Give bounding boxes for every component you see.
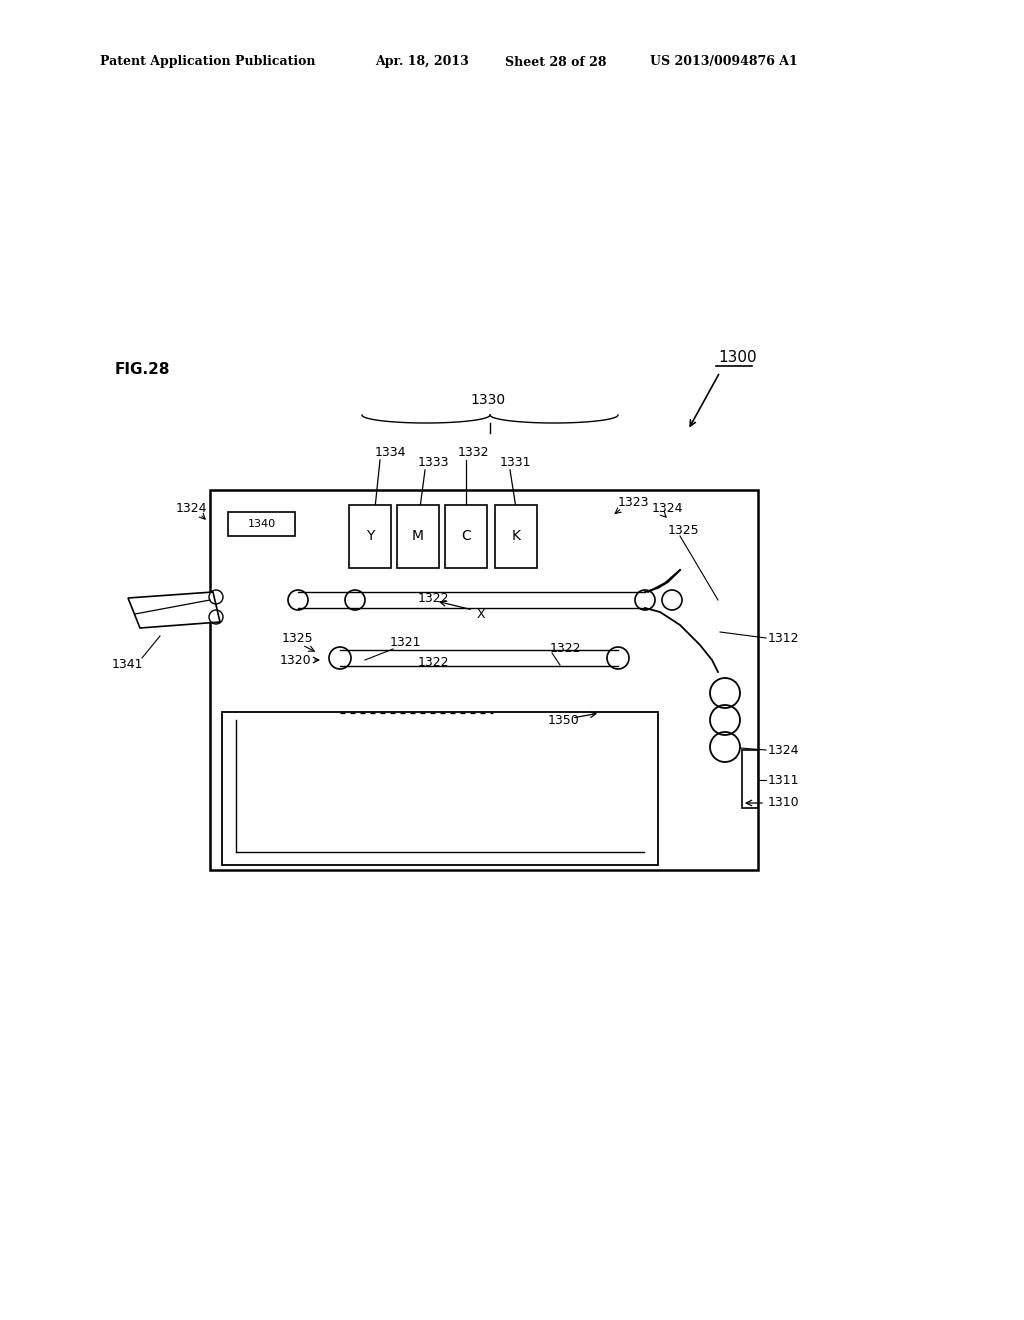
Text: 1322: 1322 bbox=[418, 656, 450, 668]
Bar bbox=[222, 711, 658, 865]
Text: 1311: 1311 bbox=[768, 774, 800, 787]
Text: K: K bbox=[512, 529, 520, 544]
Text: Apr. 18, 2013: Apr. 18, 2013 bbox=[375, 55, 469, 69]
Text: 1350: 1350 bbox=[548, 714, 580, 726]
Text: US 2013/0094876 A1: US 2013/0094876 A1 bbox=[650, 55, 798, 69]
Text: 1300: 1300 bbox=[718, 351, 757, 366]
Text: 1324: 1324 bbox=[652, 502, 683, 515]
Text: 1322: 1322 bbox=[418, 591, 450, 605]
Bar bbox=[445, 506, 487, 568]
Text: 1340: 1340 bbox=[248, 519, 275, 529]
Bar bbox=[349, 506, 391, 568]
Bar bbox=[228, 512, 295, 536]
Text: 1325: 1325 bbox=[668, 524, 699, 536]
Text: 1330: 1330 bbox=[470, 393, 506, 407]
Text: 1324: 1324 bbox=[176, 502, 208, 515]
Text: 1334: 1334 bbox=[375, 446, 407, 459]
Text: 1325: 1325 bbox=[282, 631, 313, 644]
Text: 1341: 1341 bbox=[112, 659, 143, 672]
Text: Y: Y bbox=[366, 529, 374, 544]
Text: X: X bbox=[477, 609, 485, 622]
Text: Patent Application Publication: Patent Application Publication bbox=[100, 55, 315, 69]
Text: 1332: 1332 bbox=[458, 446, 489, 459]
Text: 1321: 1321 bbox=[390, 636, 422, 649]
Text: 1312: 1312 bbox=[768, 631, 800, 644]
Bar bbox=[397, 506, 439, 568]
Text: 1324: 1324 bbox=[768, 743, 800, 756]
Bar bbox=[742, 750, 758, 808]
Text: C: C bbox=[461, 529, 471, 544]
Text: 1320: 1320 bbox=[280, 653, 311, 667]
Bar bbox=[210, 490, 758, 870]
Text: 1323: 1323 bbox=[618, 495, 649, 508]
Text: M: M bbox=[412, 529, 424, 544]
Polygon shape bbox=[128, 591, 220, 628]
Text: 1331: 1331 bbox=[500, 457, 531, 470]
Text: FIG.28: FIG.28 bbox=[115, 363, 171, 378]
Text: 1333: 1333 bbox=[418, 457, 450, 470]
Text: Sheet 28 of 28: Sheet 28 of 28 bbox=[505, 55, 606, 69]
Text: 1310: 1310 bbox=[768, 796, 800, 809]
Bar bbox=[495, 506, 537, 568]
Text: 1322: 1322 bbox=[550, 642, 582, 655]
